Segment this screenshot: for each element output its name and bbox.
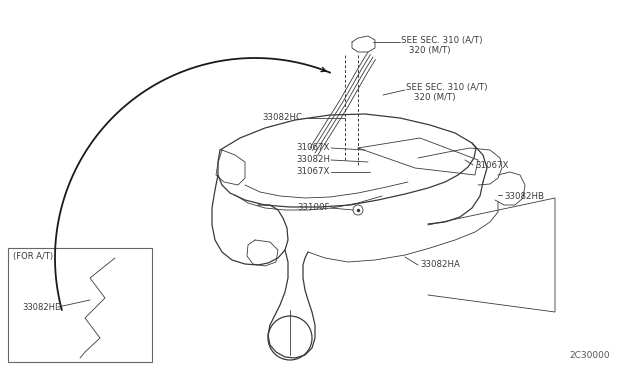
Text: 31067X: 31067X	[475, 160, 508, 170]
Text: 31067X: 31067X	[296, 144, 330, 153]
Text: 31067X: 31067X	[296, 167, 330, 176]
Text: 33100F: 33100F	[298, 203, 330, 212]
Text: 33082HA: 33082HA	[420, 260, 460, 269]
Text: SEE SEC. 310 (A/T): SEE SEC. 310 (A/T)	[406, 83, 488, 92]
Text: 320 (M/T): 320 (M/T)	[414, 93, 456, 102]
Text: 33082HC: 33082HC	[262, 113, 302, 122]
Text: 33082HB: 33082HB	[504, 192, 544, 201]
Text: 33082H: 33082H	[296, 155, 330, 164]
Text: SEE SEC. 310 (A/T): SEE SEC. 310 (A/T)	[401, 36, 483, 45]
Bar	[8, 248, 152, 362]
Text: 2C30000: 2C30000	[570, 351, 610, 360]
Text: 33082HD: 33082HD	[22, 302, 61, 311]
Text: (FOR A/T): (FOR A/T)	[13, 252, 53, 261]
Text: 320 (M/T): 320 (M/T)	[409, 46, 451, 55]
